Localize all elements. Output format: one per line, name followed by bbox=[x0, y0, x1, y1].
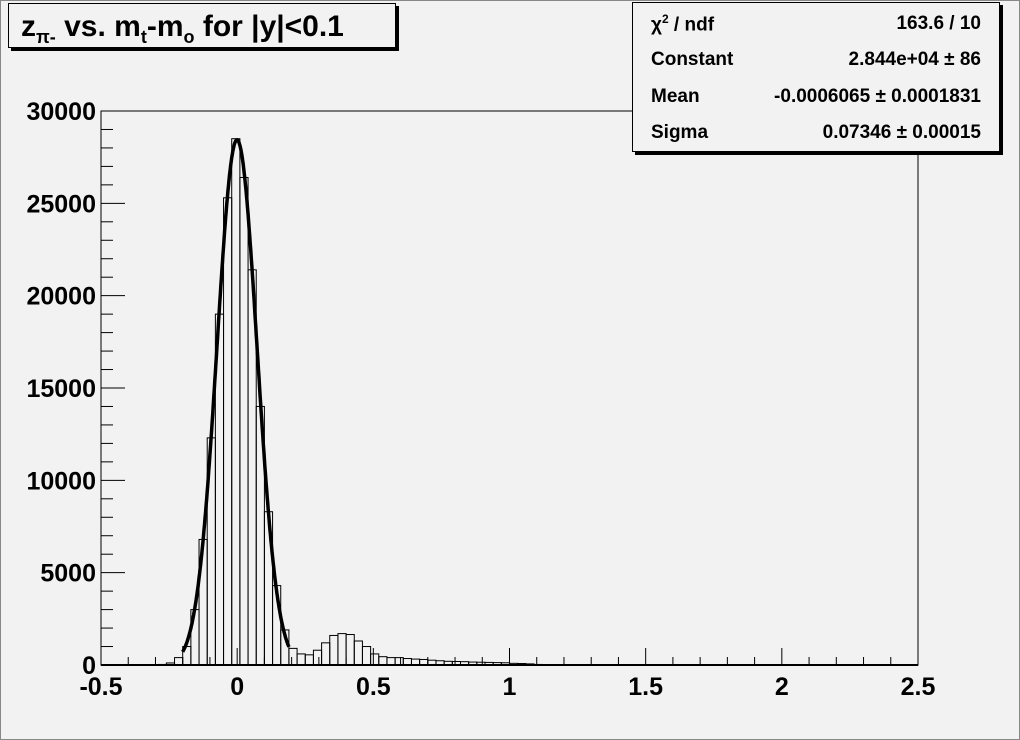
histogram-bin bbox=[329, 634, 339, 666]
stats-value: -0.0006065 ± 0.0001831 bbox=[774, 86, 981, 107]
y-tick-label: 30000 bbox=[26, 98, 96, 126]
x-tick-label: -0.5 bbox=[79, 673, 122, 701]
title-sub: t bbox=[140, 27, 147, 47]
stats-row-constant: Constant 2.844e+04 ± 86 bbox=[651, 45, 981, 75]
stats-row-chi2: χ2 / ndf 163.6 / 10 bbox=[651, 9, 981, 39]
histogram-bin bbox=[223, 197, 233, 666]
y-tick-label: 20000 bbox=[26, 283, 96, 311]
y-tick-label: 25000 bbox=[26, 190, 96, 218]
title-part: z bbox=[21, 10, 36, 43]
histogram-bin bbox=[370, 653, 380, 666]
y-tick-label: 0 bbox=[82, 652, 96, 680]
title-sub: π- bbox=[36, 27, 56, 47]
y-tick-label: 15000 bbox=[26, 375, 96, 403]
histogram-bin bbox=[174, 657, 184, 666]
title-sub: o bbox=[183, 27, 195, 47]
fit-stats-box: χ2 / ndf 163.6 / 10 Constant 2.844e+04 ± 8… bbox=[632, 2, 1000, 152]
title-part: for |y|<0.1 bbox=[194, 10, 344, 43]
stats-label: Constant bbox=[651, 49, 734, 70]
fit-curve bbox=[181, 137, 291, 653]
histogram-bin bbox=[361, 646, 372, 666]
x-tick-label: 0 bbox=[230, 673, 244, 701]
stats-row-sigma: Sigma 0.07346 ± 0.00015 bbox=[651, 118, 981, 148]
x-tick-label: 1 bbox=[503, 673, 517, 701]
histogram-bin bbox=[312, 649, 323, 666]
histogram-bin bbox=[378, 656, 388, 666]
stats-label: χ2 / ndf bbox=[651, 11, 715, 36]
x-tick-label: 2.5 bbox=[901, 673, 936, 701]
stats-value: 0.07346 ± 0.00015 bbox=[822, 122, 981, 143]
title-part: -m bbox=[146, 10, 184, 43]
histogram-bin bbox=[353, 640, 363, 666]
chart-title: zπ- vs. mt-mo for |y|<0.1 bbox=[8, 3, 396, 48]
histogram-bin bbox=[337, 633, 347, 666]
histogram-bin bbox=[304, 654, 314, 666]
x-tick-label: 2 bbox=[775, 673, 789, 701]
histogram-bin bbox=[239, 176, 249, 666]
stats-label: Sigma bbox=[651, 122, 709, 143]
stats-value: 163.6 / 10 bbox=[896, 13, 981, 34]
histogram-bin bbox=[296, 653, 306, 666]
y-tick-label: 10000 bbox=[26, 467, 96, 495]
histogram-bin bbox=[394, 657, 404, 666]
histogram-bin bbox=[321, 642, 331, 666]
histogram-bin bbox=[345, 634, 355, 666]
stats-label: Mean bbox=[651, 86, 700, 107]
x-tick-label: 1.5 bbox=[628, 673, 663, 701]
y-tick-label: 5000 bbox=[40, 560, 96, 588]
histogram-bin bbox=[288, 647, 298, 666]
stats-value: 2.844e+04 ± 86 bbox=[848, 49, 981, 70]
title-part: vs. m bbox=[55, 10, 141, 43]
histogram-bin bbox=[231, 138, 241, 666]
stats-row-mean: Mean -0.0006065 ± 0.0001831 bbox=[651, 82, 981, 112]
histogram-bin bbox=[386, 657, 396, 666]
x-tick-label: 0.5 bbox=[356, 673, 391, 701]
